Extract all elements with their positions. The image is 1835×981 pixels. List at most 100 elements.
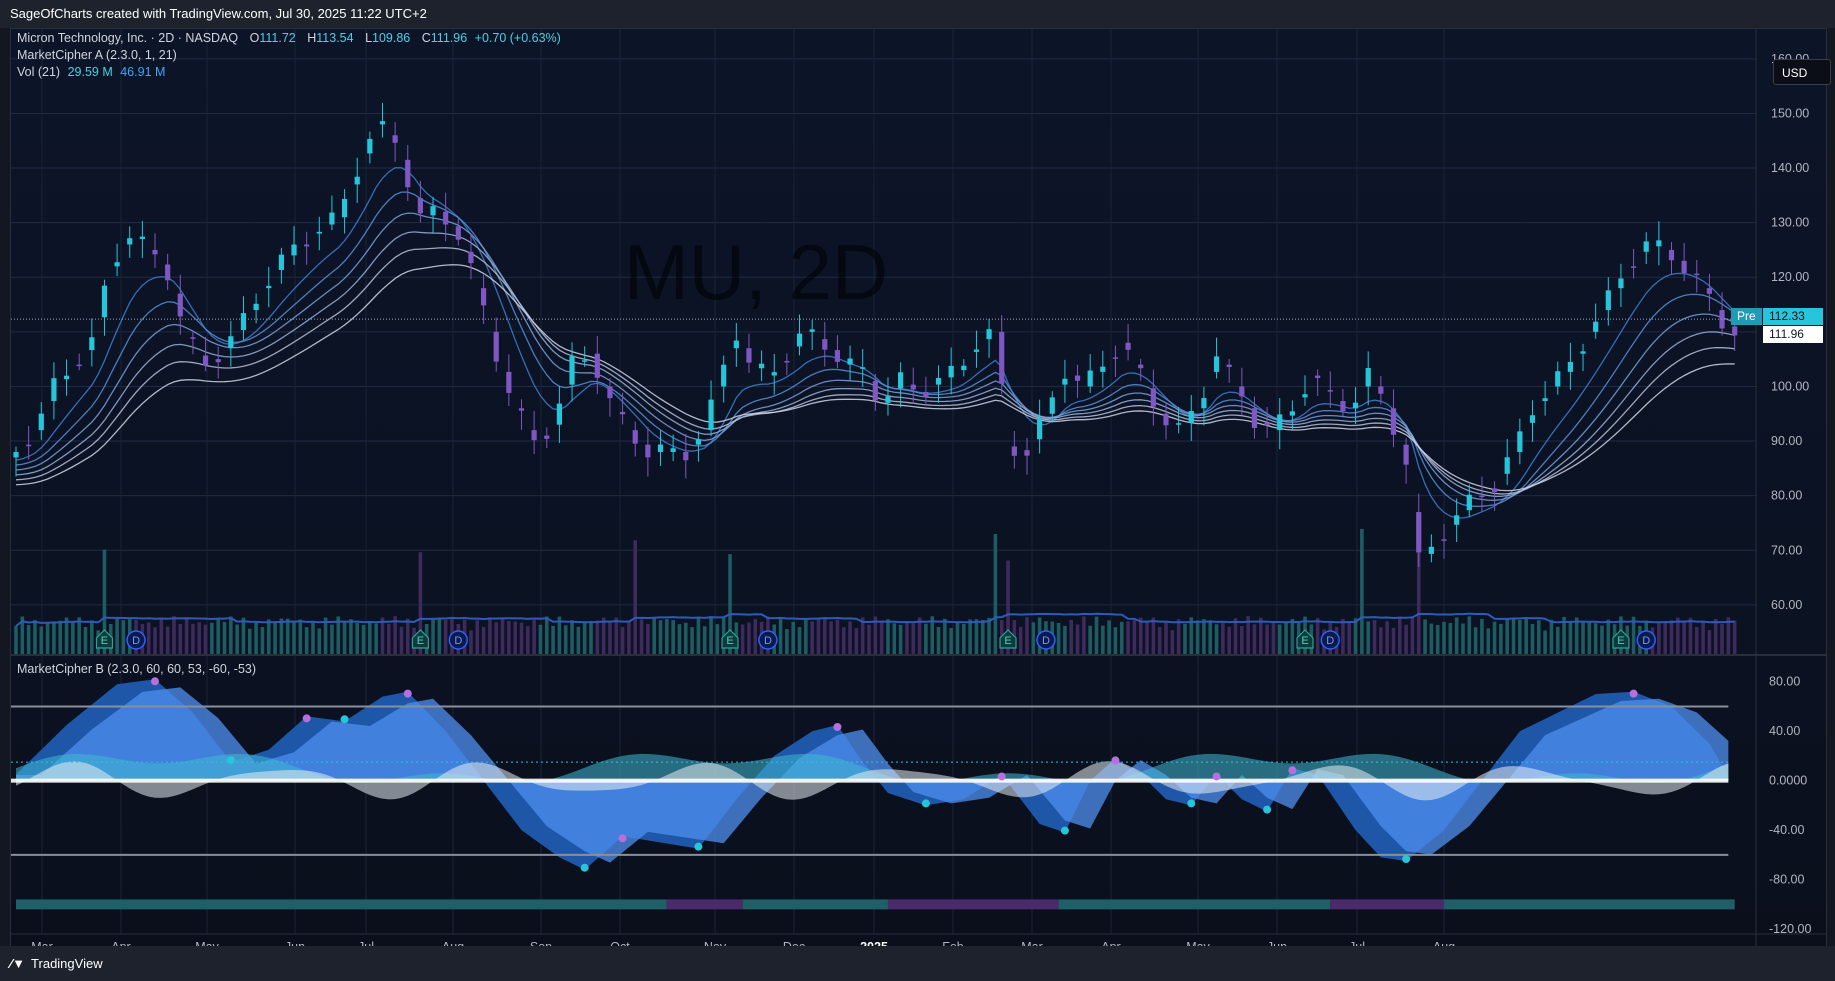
volume-bar <box>1006 560 1010 654</box>
volume-bar <box>633 540 638 654</box>
chart-area[interactable]: MU, 2D E D E D E D E D E D E D 60.00 70.00 80.00 90.00… <box>10 28 1831 947</box>
candle-body <box>341 198 348 218</box>
buy-dot <box>1263 805 1272 814</box>
low-value: 109.86 <box>372 31 411 45</box>
candle-body <box>1567 361 1573 372</box>
volume-bar <box>374 623 378 654</box>
candle-body <box>228 336 234 349</box>
indicator-b-legend[interactable]: MarketCipher B (2.3.0, 60, 60, 53, -60, … <box>17 662 256 676</box>
currency-label: USD <box>1782 66 1808 80</box>
candle-body <box>1011 446 1017 456</box>
trend-bar-segment <box>1330 899 1445 910</box>
volume-bar <box>1505 619 1510 654</box>
close-value: 111.96 <box>430 31 468 45</box>
volume-bar <box>778 617 783 654</box>
premarket-price-tag: 112.33 <box>1763 308 1823 325</box>
volume-bar <box>1252 624 1257 654</box>
volume-bar <box>20 616 25 654</box>
volume-bar <box>355 623 360 654</box>
candle-body <box>746 348 752 363</box>
candle-body <box>531 430 537 441</box>
buy-dot <box>580 863 589 872</box>
price-tick-label: 60.00 <box>1771 598 1802 612</box>
candle-body <box>1062 378 1068 385</box>
volume-bar <box>1492 621 1497 654</box>
event-label: D <box>454 635 462 647</box>
volume-bar <box>1568 622 1573 654</box>
volume-bar <box>1271 622 1276 654</box>
candle-body <box>177 293 183 317</box>
sell-dot <box>833 723 842 732</box>
volume-bar <box>557 616 562 654</box>
event-label: D <box>1642 635 1650 647</box>
candle-body <box>329 212 335 225</box>
volume-bar <box>519 622 524 654</box>
volume-bar <box>1164 620 1168 654</box>
volume-bar <box>1347 621 1352 654</box>
time-tick-label: Mar <box>31 940 53 946</box>
candle-body <box>367 138 373 154</box>
currency-button[interactable]: USD <box>1773 59 1831 85</box>
volume-legend[interactable]: Vol (21) 29.59 M 46.91 M <box>17 65 165 79</box>
volume-bar <box>58 620 63 654</box>
volume-bar <box>1246 616 1250 654</box>
candle-body <box>316 231 322 234</box>
volume-bar <box>747 622 751 654</box>
volume-bar <box>917 617 922 654</box>
volume-bar <box>1480 618 1484 654</box>
volume-bar <box>279 618 284 654</box>
volume-bar <box>336 616 341 654</box>
volume-bar <box>620 626 625 654</box>
candle-body <box>405 159 411 188</box>
event-label: E <box>417 635 424 647</box>
volume-bar <box>1126 621 1130 654</box>
candle-body <box>443 211 449 225</box>
sell-dot <box>997 772 1006 781</box>
volume-bar <box>835 619 840 654</box>
volume-bar <box>1713 618 1718 654</box>
volume-ma-value: 46.91 M <box>120 65 166 79</box>
candle-body <box>1719 310 1725 329</box>
volume-bar <box>715 624 720 654</box>
volume-ma-line <box>15 612 1735 627</box>
indicator-a-legend[interactable]: MarketCipher A (2.3.0, 1, 21) <box>17 48 177 62</box>
candle-body <box>266 285 272 289</box>
buy-dot <box>226 756 235 765</box>
volume-bar <box>1537 620 1541 654</box>
volume-bar <box>886 619 890 654</box>
candle-body <box>809 329 815 332</box>
candle-body <box>165 264 171 281</box>
time-tick-label: Jul <box>1349 940 1365 946</box>
oscillator-tick-label: -120.00 <box>1769 922 1811 936</box>
candle-body <box>1163 413 1169 426</box>
volume-bar <box>285 618 290 654</box>
volume-bar <box>696 618 701 654</box>
candle-body <box>1074 375 1081 381</box>
volume-bar <box>33 620 37 654</box>
volume-bar <box>241 617 246 654</box>
time-tick-label: Jun <box>285 940 305 946</box>
tradingview-logo-icon[interactable]: ⁄▼ <box>10 956 26 971</box>
volume-bar <box>816 618 821 654</box>
candle-body <box>1580 351 1586 354</box>
indicator-b-title: MarketCipher B (2.3.0, 60, 60, 53, -60, … <box>17 662 257 676</box>
volume-bar <box>854 628 859 654</box>
candle-body <box>910 384 916 390</box>
candle-body <box>1340 401 1346 411</box>
volume-bar <box>1025 617 1029 654</box>
volume-bar <box>1056 622 1061 654</box>
symbol-legend[interactable]: Micron Technology, Inc. · 2D · NASDAQ O1… <box>17 31 561 45</box>
volume-bar <box>683 622 688 654</box>
volume-bar <box>911 623 916 654</box>
earnings-icon <box>411 629 429 649</box>
volume-bar <box>1429 623 1434 654</box>
premarket-price: 112.33 <box>1769 309 1805 323</box>
volume-bar <box>1227 626 1231 654</box>
candle-body <box>1542 398 1548 402</box>
price-tick-label: 100.00 <box>1771 379 1809 393</box>
chart-canvas[interactable]: MU, 2D E D E D E D E D E D E D 60.00 70.00 80.00 90.00… <box>11 29 1826 946</box>
volume-bar <box>1694 627 1699 654</box>
time-tick-label: Aug <box>1433 940 1455 946</box>
candle-body <box>493 331 499 362</box>
volume-bar <box>740 624 745 654</box>
